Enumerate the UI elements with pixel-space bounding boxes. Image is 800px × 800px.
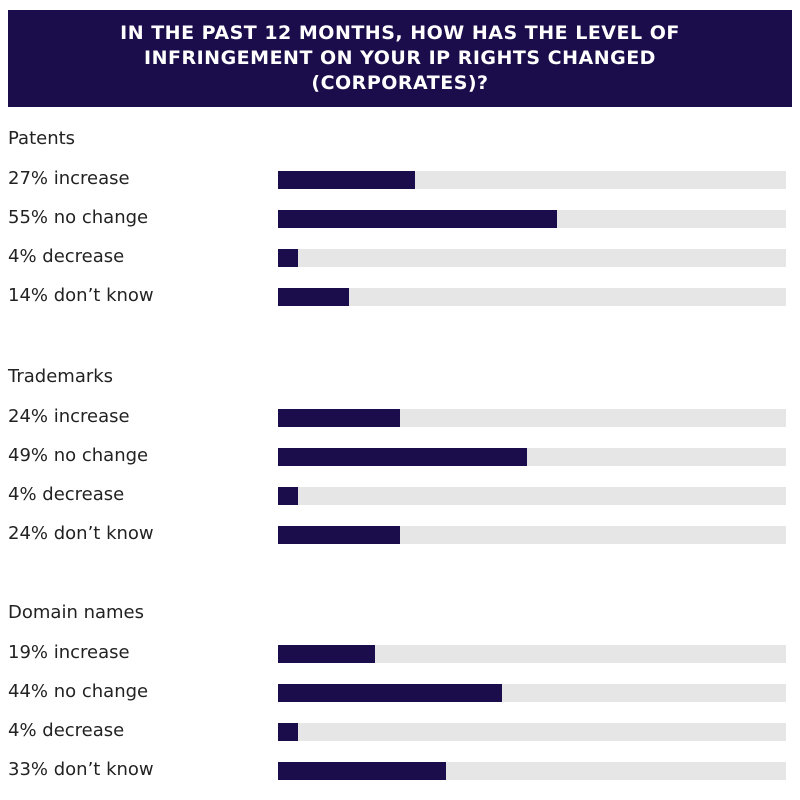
bar-label: 19% increase [8, 641, 130, 663]
bar-track [278, 170, 786, 189]
bar-track [278, 723, 786, 742]
bar-track [278, 209, 786, 228]
bar [278, 762, 446, 781]
bar-track [278, 526, 786, 545]
group-title: Trademarks [8, 366, 114, 387]
bar-track [278, 447, 786, 466]
bar-label: 4% decrease [8, 246, 125, 268]
bar-label: 4% decrease [8, 484, 125, 506]
bar-label: 33% don’t know [8, 759, 154, 781]
bar-label: 44% no change [8, 680, 149, 702]
bar-label: 14% don’t know [8, 285, 154, 307]
bar-track [278, 249, 786, 268]
bar-label: 4% decrease [8, 720, 125, 742]
bar-track [278, 487, 786, 506]
bar-label: 24% increase [8, 405, 130, 427]
bar-track [278, 408, 786, 427]
bar [278, 487, 299, 506]
chart-title-banner: IN THE PAST 12 MONTHS, HOW HAS THE LEVEL… [8, 10, 792, 107]
bar-track [278, 683, 786, 702]
chart-title: IN THE PAST 12 MONTHS, HOW HAS THE LEVEL… [120, 22, 680, 94]
group-title: Domain names [8, 602, 144, 623]
bar-label: 55% no change [8, 206, 149, 228]
bar [278, 723, 299, 742]
bar [278, 447, 527, 466]
bar [278, 683, 502, 702]
bar-label: 24% don’t know [8, 523, 154, 545]
bar-track [278, 288, 786, 307]
bar-label: 49% no change [8, 444, 149, 466]
bar [278, 288, 350, 307]
bar-track [278, 644, 786, 663]
bar [278, 209, 558, 228]
bar-label: 27% increase [8, 167, 130, 189]
bar [278, 644, 375, 663]
bar-track [278, 762, 786, 781]
bar [278, 249, 299, 268]
bar [278, 408, 400, 427]
bar [278, 526, 400, 545]
group-title: Patents [8, 128, 76, 149]
bar [278, 170, 416, 189]
